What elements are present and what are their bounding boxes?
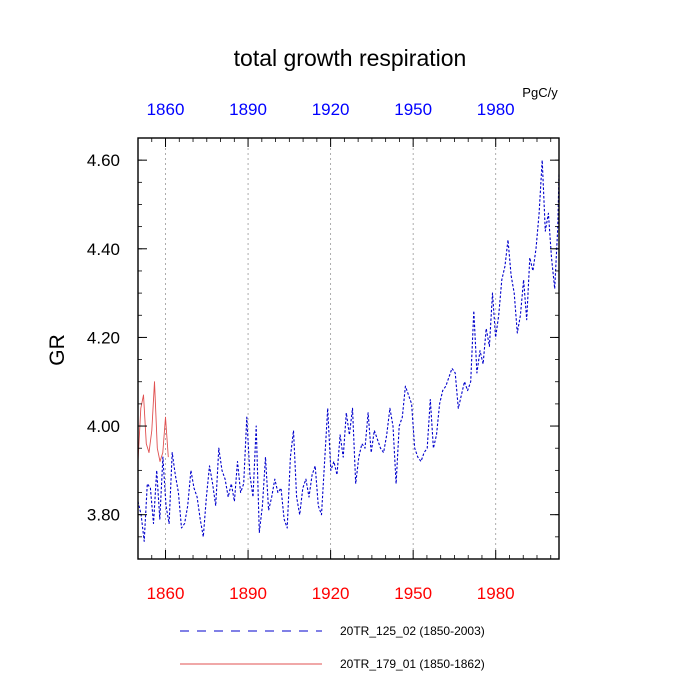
legend-label-series-1: 20TR_125_02 (1850-2003) [340, 624, 485, 638]
units-label: PgC/y [522, 85, 558, 100]
x-tick-label-bottom-1950: 1950 [394, 584, 432, 603]
tick-labels: 1860 1860 1890 1890 1920 1920 1950 1950 1980 1980… [87, 100, 515, 603]
series-line-1 [137, 159, 560, 542]
series-lines [137, 159, 560, 542]
y-tick-label-3: 4.40 [87, 240, 120, 259]
x-tick-label-bottom-1980: 1980 [477, 584, 515, 603]
x-tick-label-top-1860: 1860 [147, 100, 185, 119]
series-line-2 [137, 381, 169, 462]
y-tick-label-1: 4.00 [87, 417, 120, 436]
legend-label-series-2: 20TR_179_01 (1850-1862) [340, 657, 485, 671]
grid-lines [165, 138, 497, 559]
y-tick-label-0: 3.80 [87, 506, 120, 525]
chart-title: total growth respiration [234, 45, 467, 71]
y-axis-label: GR [46, 334, 69, 366]
x-tick-label-bottom-1890: 1890 [229, 584, 267, 603]
plot-frame [137, 137, 560, 560]
x-tick-label-top-1920: 1920 [312, 100, 350, 119]
x-tick-label-top-1980: 1980 [477, 100, 515, 119]
x-tick-label-top-1950: 1950 [394, 100, 432, 119]
y-tick-label-2: 4.20 [87, 328, 120, 347]
x-tick-label-bottom-1920: 1920 [312, 584, 350, 603]
x-tick-label-top-1890: 1890 [229, 100, 267, 119]
legend: 20TR_125_02 (1850-2003) 20TR_179_01 (185… [180, 624, 485, 671]
y-tick-label-4: 4.60 [87, 151, 120, 170]
x-tick-label-bottom-1860: 1860 [147, 584, 185, 603]
